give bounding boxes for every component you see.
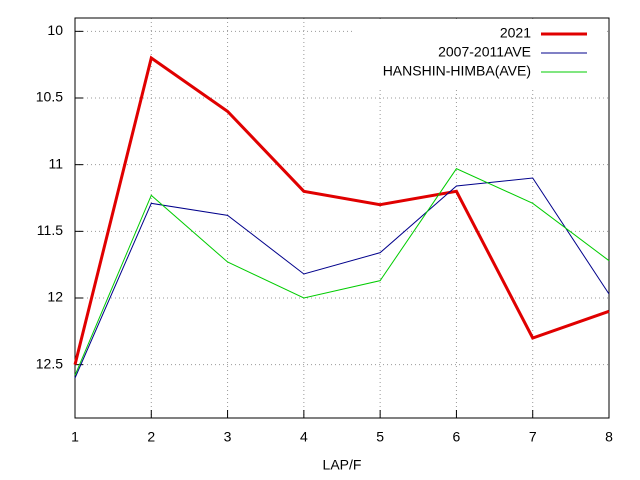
legend-label: 2007-2011AVE <box>438 44 531 60</box>
x-tick-label: 4 <box>300 429 308 445</box>
y-tick-label: 11 <box>48 155 63 171</box>
y-tick-label: 11.5 <box>37 222 63 238</box>
series-line <box>74 168 610 376</box>
x-axis-label: LAP/F <box>323 457 362 473</box>
x-tick-label: 7 <box>529 429 537 445</box>
legend-label: 2021 <box>500 25 531 41</box>
series-line <box>73 55 610 366</box>
legend-label: HANSHIN-HIMBA(AVE) <box>383 63 531 79</box>
y-tick-label: 12 <box>47 289 63 305</box>
x-tick-label: 5 <box>376 429 384 445</box>
x-tick-label: 2 <box>147 429 155 445</box>
plot-frame <box>74 17 610 419</box>
x-tick-label: 8 <box>605 429 613 445</box>
y-tick-label: 12.5 <box>36 355 63 371</box>
x-tick-label: 1 <box>71 429 79 445</box>
series-line <box>74 177 610 379</box>
x-tick-label: 6 <box>453 429 461 445</box>
x-tick-label: 3 <box>224 429 232 445</box>
y-tick-label: 10 <box>47 22 63 38</box>
y-tick-label: 10.5 <box>36 89 63 105</box>
